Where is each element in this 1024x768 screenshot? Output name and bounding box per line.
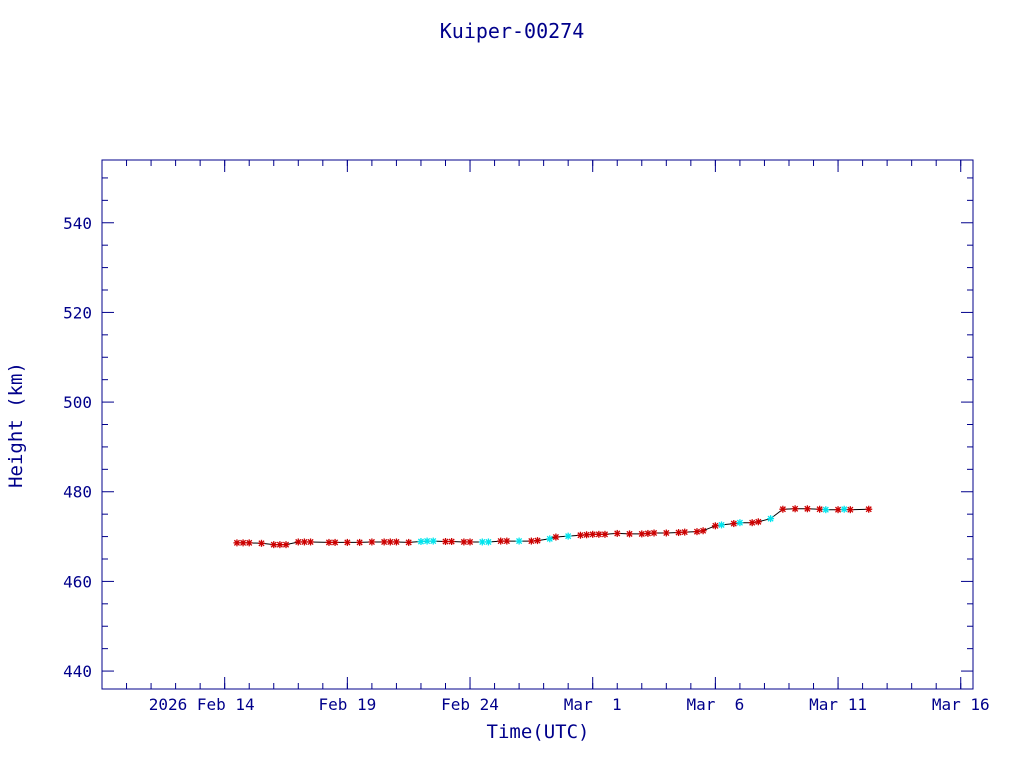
x-tick-label: Mar 6 [686, 695, 744, 714]
data-point-marker [840, 505, 848, 513]
data-point-marker [564, 532, 572, 540]
data-point-marker [441, 538, 449, 546]
data-point-marker [356, 538, 364, 546]
x-tick-label: Mar 11 [809, 695, 867, 714]
data-point-marker [595, 530, 603, 538]
data-point-marker [392, 538, 400, 546]
data-point-marker [644, 529, 652, 537]
x-tick-label: Mar 1 [564, 695, 622, 714]
data-point-marker [300, 538, 308, 546]
data-point-marker [429, 537, 437, 545]
y-tick-label: 500 [63, 393, 92, 412]
y-tick-label: 480 [63, 483, 92, 502]
data-point-marker [294, 538, 302, 546]
series-markers-group [233, 505, 873, 549]
data-point-marker [448, 538, 456, 546]
data-point-marker [343, 538, 351, 546]
data-point-marker [386, 538, 394, 546]
data-point-marker [460, 538, 468, 546]
data-point-marker [767, 515, 775, 523]
data-point-marker [613, 529, 621, 537]
data-point-marker [515, 537, 523, 545]
x-tick-label: Mar 16 [932, 695, 990, 714]
y-axis-label: Height (km) [5, 362, 27, 488]
data-point-marker [576, 531, 584, 539]
x-tick-label: Feb 19 [318, 695, 376, 714]
data-point-marker [650, 529, 658, 537]
x-tick-label: Feb 24 [441, 695, 499, 714]
data-point-marker [368, 538, 376, 546]
data-point-marker [583, 531, 591, 539]
data-point-marker [816, 505, 824, 513]
data-point-marker [239, 539, 247, 547]
plot-frame [101, 159, 974, 690]
data-point-marker [718, 521, 726, 529]
data-point-marker [711, 522, 719, 530]
data-point-marker [423, 537, 431, 545]
data-point-marker [754, 518, 762, 526]
data-point-marker [730, 520, 738, 528]
x-axis: 2026 Feb 14 Feb 19 Feb 24 Mar 1 Mar 6 Mar 11 M… [126, 160, 990, 714]
data-point-marker [736, 519, 744, 527]
x-axis-label: Time(UTC) [487, 721, 590, 743]
data-point-marker [276, 541, 284, 549]
data-point-marker [626, 530, 634, 538]
data-point-marker [282, 541, 290, 549]
data-point-marker [331, 538, 339, 546]
data-point-marker [527, 537, 535, 545]
data-point-marker [779, 505, 787, 513]
data-point-marker [791, 505, 799, 513]
data-point-marker [503, 537, 511, 545]
data-point-marker [257, 539, 265, 547]
data-point-marker [601, 530, 609, 538]
data-point-marker [380, 538, 388, 546]
data-point-marker [748, 519, 756, 527]
data-point-marker [478, 538, 486, 546]
data-point-marker [803, 505, 811, 513]
data-point-marker [681, 528, 689, 536]
data-point-marker [417, 538, 425, 546]
data-point-marker [699, 527, 707, 535]
x-tick-label: 2026 Feb 14 [149, 695, 255, 714]
data-point-marker [307, 538, 315, 546]
data-point-marker [822, 506, 830, 514]
data-point-marker [497, 537, 505, 545]
chart-title: Kuiper-00274 [440, 19, 585, 43]
y-tick-label: 540 [63, 214, 92, 233]
y-tick-label: 520 [63, 303, 92, 322]
data-point-marker [675, 529, 683, 537]
data-point-marker [325, 538, 333, 546]
data-point-marker [245, 539, 253, 547]
data-point-marker [534, 537, 541, 545]
data-point-marker [846, 506, 854, 514]
data-point-marker [484, 538, 492, 546]
data-point-marker [693, 528, 701, 536]
data-point-marker [546, 535, 554, 543]
data-point-marker [865, 505, 873, 513]
data-point-marker [233, 539, 241, 547]
data-point-marker [405, 538, 413, 546]
data-point-marker [638, 530, 646, 538]
y-axis: 440 460 480 500 520 540 [63, 177, 973, 681]
data-point-marker [270, 541, 278, 549]
data-point-marker [466, 538, 474, 546]
data-point-marker [589, 530, 597, 538]
data-point-marker [552, 533, 560, 541]
y-tick-label: 440 [63, 662, 92, 681]
data-point-marker [834, 506, 842, 514]
data-point-marker [662, 529, 670, 537]
y-tick-label: 460 [63, 572, 92, 591]
